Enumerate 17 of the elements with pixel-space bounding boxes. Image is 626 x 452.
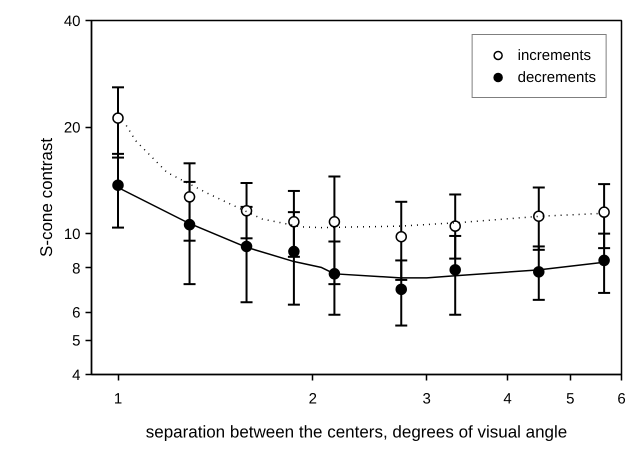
- legend-label: decrements: [518, 68, 596, 86]
- y-tick-label: 40: [64, 13, 81, 30]
- y-tick-label: 6: [72, 304, 80, 322]
- x-tick-label: 4: [503, 390, 512, 408]
- x-tick-label: 5: [566, 390, 574, 408]
- y-tick-label: 4: [72, 367, 80, 384]
- x-axis-title: separation between the centers, degrees of visual angle: [146, 422, 568, 442]
- legend-label: increments: [518, 46, 591, 64]
- y-tick-label: 8: [72, 260, 80, 278]
- x-tick-label: 3: [422, 390, 431, 408]
- x-tick-label: 2: [308, 390, 317, 408]
- x-tick-label: 6: [617, 390, 626, 408]
- y-tick-label: 5: [72, 332, 80, 350]
- x-tick-label: 1: [114, 390, 122, 408]
- y-axis-title: S-cone contrast: [36, 138, 56, 258]
- y-tick-label: 20: [64, 120, 81, 137]
- y-tick-label: 10: [64, 226, 81, 244]
